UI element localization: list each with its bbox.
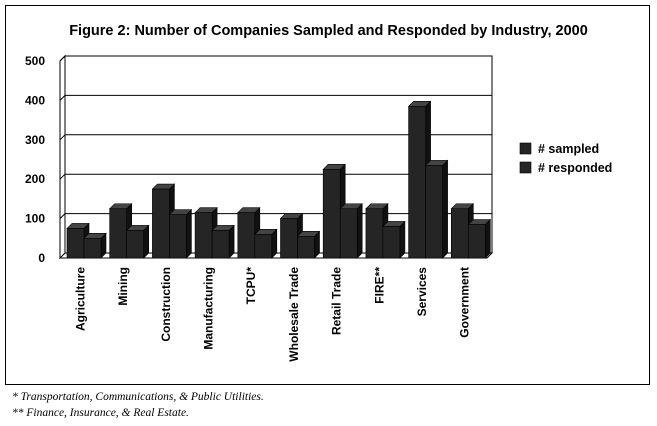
- y-tick-label: 500: [25, 54, 45, 68]
- x-category-label: FIRE**: [372, 267, 386, 304]
- x-category-label: Agriculture: [73, 267, 87, 331]
- bar-responded-side: [228, 224, 235, 259]
- bar-responded-side: [399, 220, 406, 259]
- y-tick-label: 100: [25, 212, 45, 226]
- legend-label: # sampled: [538, 142, 599, 156]
- legend-label: # responded: [538, 161, 612, 175]
- x-category-label: Services: [415, 267, 429, 317]
- x-category-label: Construction: [159, 267, 173, 342]
- gridline-depth: [59, 213, 66, 219]
- bar-sampled: [66, 228, 85, 259]
- x-category-label: Retail Trade: [330, 267, 344, 335]
- bar-responded: [297, 236, 315, 259]
- x-category-label: Manufacturing: [201, 267, 215, 350]
- chart-title: Figure 2: Number of Companies Sampled an…: [69, 23, 588, 39]
- bar-sampled: [109, 208, 127, 259]
- footnote-tcpu: * Transportation, Communications, & Publ…: [12, 391, 264, 403]
- legend-swatch: [519, 142, 532, 155]
- y-tick-label: 400: [25, 93, 45, 107]
- bar-responded: [211, 230, 230, 259]
- x-category-label: Wholesale Trade: [287, 267, 301, 362]
- y-tick-label: 200: [25, 172, 45, 186]
- bar-responded-side: [143, 224, 149, 259]
- bar-sampled: [450, 208, 469, 259]
- footnote-fire: ** Finance, Insurance, & Real Estate.: [12, 407, 189, 419]
- gridline-depth: [59, 55, 66, 62]
- left-wall: [59, 54, 66, 260]
- bar-responded: [254, 234, 273, 259]
- bar-responded-side: [484, 218, 491, 259]
- bar-responded: [83, 238, 102, 259]
- bar-sampled: [365, 208, 384, 259]
- x-category-label: TCPU*: [244, 267, 258, 305]
- bar-responded: [467, 224, 486, 259]
- bar-responded: [126, 230, 144, 259]
- y-tick-label: 300: [25, 133, 45, 147]
- gridline-depth: [59, 134, 66, 141]
- bar-sampled: [237, 212, 256, 259]
- bar-responded-side: [186, 208, 192, 259]
- x-category-label: Mining: [116, 267, 130, 306]
- bar-responded-side: [356, 203, 363, 259]
- gridline-depth: [59, 173, 66, 180]
- bar-responded: [339, 208, 358, 259]
- y-tick-label: 0: [38, 251, 45, 265]
- x-category-label: Government: [458, 267, 472, 338]
- bar-sampled: [194, 212, 213, 259]
- bar-sampled: [408, 106, 426, 259]
- bar-responded: [382, 226, 401, 259]
- gridline-depth: [59, 95, 66, 101]
- legend-swatch: [519, 161, 532, 174]
- bar-sampled: [280, 218, 298, 259]
- bar-responded: [169, 214, 187, 259]
- bar-sampled: [322, 169, 341, 259]
- bar-responded: [425, 165, 443, 259]
- bar-sampled: [152, 188, 170, 259]
- footnotes: * Transportation, Communications, & Publ…: [12, 389, 264, 421]
- bar-responded-side: [442, 159, 448, 259]
